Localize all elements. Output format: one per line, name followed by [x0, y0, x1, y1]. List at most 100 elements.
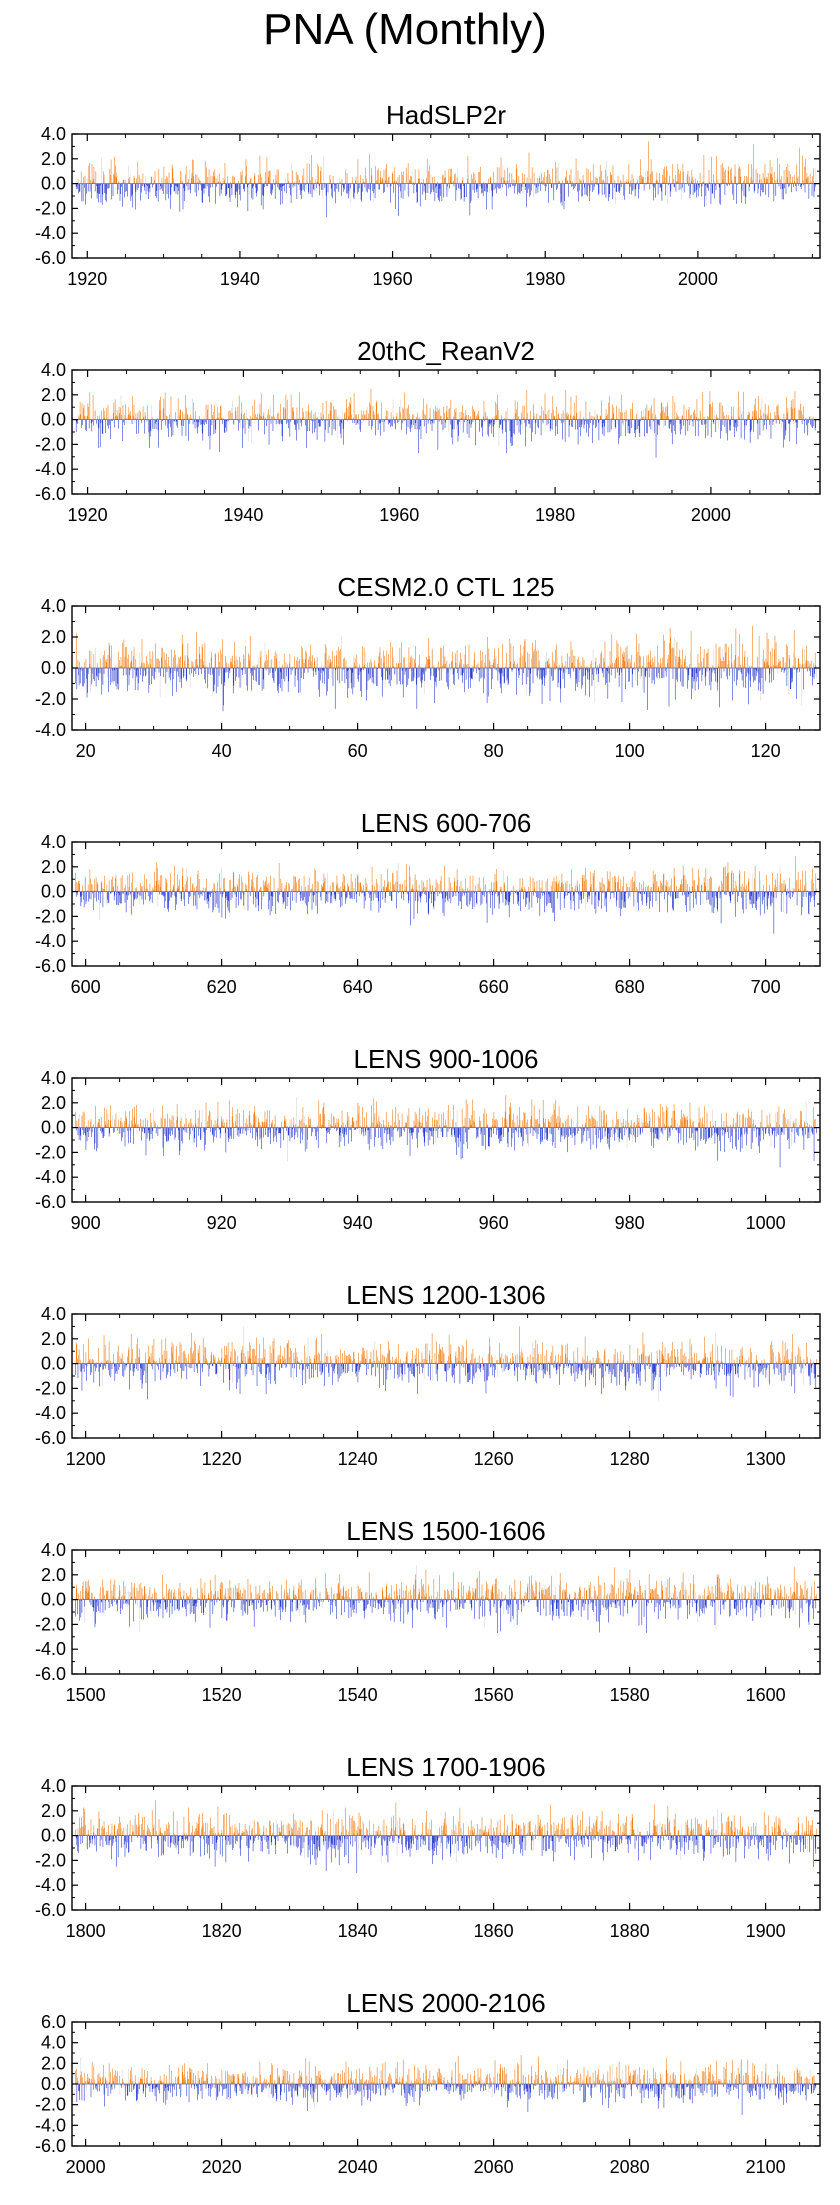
bar [382, 420, 383, 425]
bar [87, 416, 88, 420]
panel-title: 20thC_ReanV2 [357, 336, 535, 366]
bar [181, 668, 182, 679]
bar [436, 184, 437, 193]
bar [134, 178, 135, 184]
bar [193, 668, 194, 677]
bar [570, 884, 571, 892]
bar [110, 175, 111, 184]
bar [370, 668, 371, 680]
bar [395, 420, 396, 430]
bar [416, 668, 417, 685]
bar [583, 175, 584, 184]
bar [471, 420, 472, 428]
bar [514, 184, 515, 194]
bar [292, 170, 293, 183]
bar [532, 643, 533, 668]
bar [810, 664, 811, 668]
bar [210, 892, 211, 897]
bar [772, 648, 773, 668]
bar [730, 420, 731, 431]
bar [417, 420, 418, 430]
bar [664, 874, 665, 892]
bar [529, 892, 530, 903]
bar [650, 892, 651, 901]
bar [77, 668, 78, 678]
bar [448, 668, 449, 689]
bar [798, 659, 799, 668]
bar [554, 663, 555, 668]
bar [447, 661, 448, 668]
bar [238, 420, 239, 431]
bar [528, 668, 529, 677]
bar [628, 892, 629, 899]
bar [704, 882, 705, 891]
bar [245, 420, 246, 434]
bar [495, 402, 496, 420]
bar [487, 184, 488, 193]
bar [79, 184, 80, 192]
bar [280, 668, 281, 688]
bar [264, 663, 265, 668]
bar [253, 414, 254, 420]
bar [91, 184, 92, 199]
bar [254, 176, 255, 183]
bar [182, 412, 183, 420]
bar [578, 184, 579, 202]
bar [478, 884, 479, 892]
bar [210, 668, 211, 671]
bar [635, 184, 636, 196]
bar [735, 655, 736, 668]
bar [485, 412, 486, 420]
bar [446, 668, 447, 682]
bar [662, 885, 663, 891]
bar [424, 887, 425, 892]
bar [227, 892, 228, 900]
bar [181, 892, 182, 899]
bar [526, 668, 527, 695]
bar [432, 648, 433, 668]
bar [493, 420, 494, 437]
bar [119, 660, 120, 668]
bar [700, 647, 701, 668]
bar [301, 668, 302, 678]
bar [87, 178, 88, 183]
bar [180, 171, 181, 184]
bar [304, 876, 305, 892]
bar [528, 420, 529, 424]
bar [222, 420, 223, 424]
bar [257, 875, 258, 892]
bar [698, 886, 699, 891]
bar [451, 169, 452, 184]
bar [379, 892, 380, 913]
bar [413, 668, 414, 681]
bar [113, 413, 114, 420]
bar [164, 399, 165, 420]
bar [799, 410, 800, 419]
bar [549, 409, 550, 419]
bar [180, 410, 181, 420]
bar [438, 420, 439, 450]
bar [508, 892, 509, 902]
bar [411, 420, 412, 425]
bar [812, 176, 813, 183]
bar [193, 883, 194, 891]
bar [471, 420, 472, 425]
bar [245, 884, 246, 892]
bar [226, 662, 227, 668]
bar [278, 170, 279, 184]
bar [170, 184, 171, 209]
bar [357, 876, 358, 892]
bar [738, 392, 739, 420]
bar [576, 395, 577, 419]
bar [788, 668, 789, 675]
bar [391, 420, 392, 426]
bar [722, 406, 723, 420]
bar [532, 167, 533, 183]
bar [210, 420, 211, 450]
bar [155, 171, 156, 183]
bar [190, 184, 191, 190]
bar [129, 668, 130, 685]
bar [387, 180, 388, 183]
bar [409, 647, 410, 668]
bar [760, 184, 761, 197]
